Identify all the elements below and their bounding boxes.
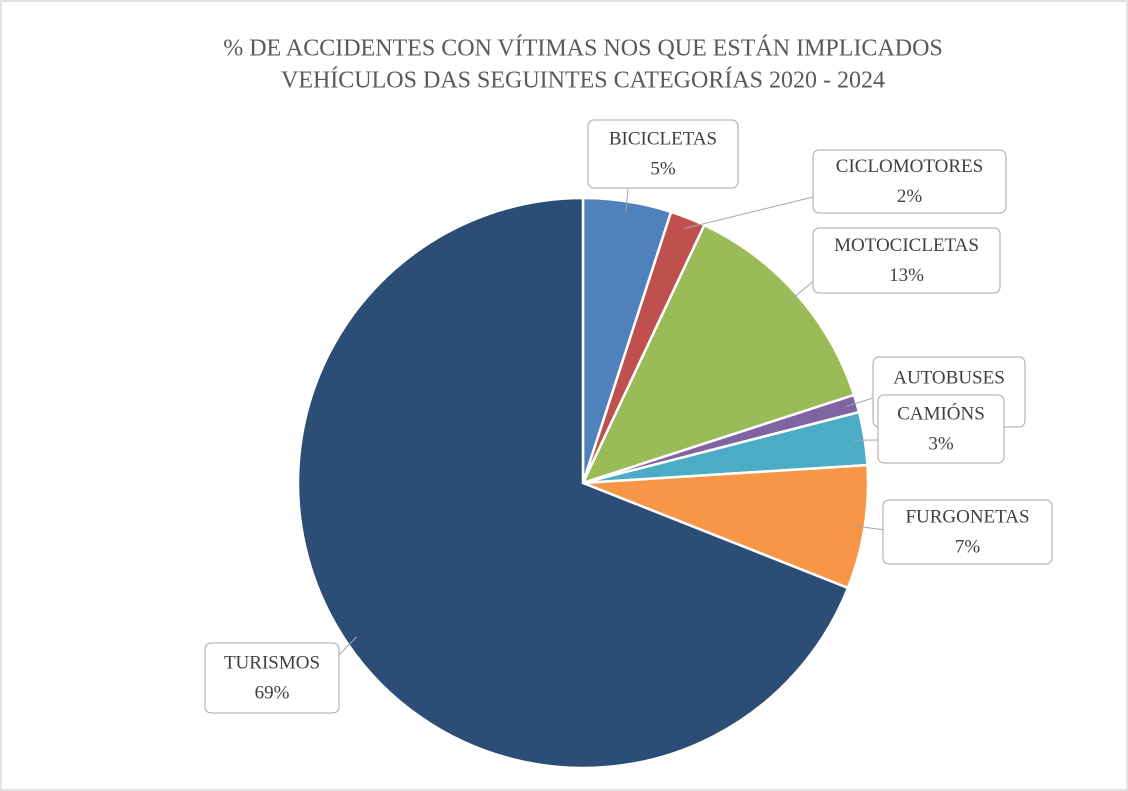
leader-line	[338, 636, 358, 656]
category-label: CAMIÓNS	[897, 402, 985, 424]
leader-line	[845, 397, 874, 408]
category-label: TURISMOS	[224, 652, 320, 673]
value-label: 2%	[897, 186, 923, 207]
chart-title-line-1: % DE ACCIDENTES CON VÍTIMAS NOS QUE ESTÁ…	[223, 36, 943, 62]
label-box	[587, 119, 739, 189]
label-box	[882, 499, 1053, 565]
label-box	[812, 227, 1001, 294]
category-label: BICICLETAS	[609, 128, 717, 149]
value-label: 7%	[955, 536, 981, 557]
pie	[296, 196, 870, 770]
value-label: 69%	[255, 682, 290, 703]
leader-line	[853, 525, 886, 531]
category-label: FURGONETAS	[905, 506, 1029, 527]
value-label: 3%	[928, 433, 954, 454]
label-box	[877, 394, 1005, 464]
data-labels: BICICLETAS 5% CICLOMOTORES 2% MOTOCICLETAS 13…	[204, 119, 1053, 714]
pie-slice	[296, 196, 850, 770]
category-label: AUTOBUSES	[893, 367, 1005, 388]
leader-line	[683, 196, 814, 230]
chart-title-line-2: VEHÍCULOS DAS SEGUINTES CATEGORÍAS 2020 …	[281, 68, 885, 94]
category-label: CICLOMOTORES	[836, 156, 983, 177]
label-box	[812, 149, 1007, 214]
value-label: 5%	[650, 158, 676, 179]
leader-line	[787, 279, 816, 303]
label-box	[204, 642, 340, 714]
leader-line	[625, 187, 629, 213]
category-label: MOTOCICLETAS	[834, 235, 979, 256]
value-label: 13%	[889, 265, 924, 286]
